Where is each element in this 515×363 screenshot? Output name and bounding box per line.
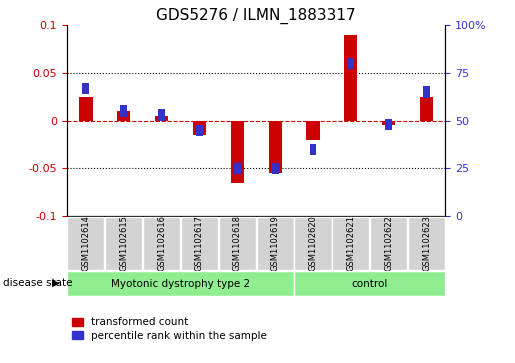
Text: GSM1102618: GSM1102618: [233, 215, 242, 271]
Bar: [420, 97, 433, 121]
Text: Myotonic dystrophy type 2: Myotonic dystrophy type 2: [111, 278, 250, 289]
Text: GSM1102622: GSM1102622: [384, 215, 393, 271]
Bar: [385, 119, 392, 130]
Bar: [423, 86, 430, 98]
FancyBboxPatch shape: [370, 216, 407, 270]
Bar: [306, 121, 320, 140]
Bar: [272, 163, 279, 174]
Bar: [231, 121, 244, 183]
Bar: [79, 97, 93, 121]
Bar: [158, 109, 165, 121]
Text: GSM1102617: GSM1102617: [195, 215, 204, 271]
Text: GSM1102615: GSM1102615: [119, 215, 128, 271]
Text: GSM1102621: GSM1102621: [347, 215, 355, 271]
Bar: [268, 121, 282, 173]
Text: GSM1102614: GSM1102614: [81, 215, 90, 271]
Bar: [344, 35, 357, 121]
Legend: transformed count, percentile rank within the sample: transformed count, percentile rank withi…: [72, 317, 267, 340]
Bar: [196, 125, 203, 136]
FancyBboxPatch shape: [143, 216, 180, 270]
FancyBboxPatch shape: [67, 216, 105, 270]
Text: disease state: disease state: [3, 278, 72, 288]
FancyBboxPatch shape: [408, 216, 445, 270]
Bar: [82, 82, 89, 94]
Text: GSM1102620: GSM1102620: [308, 215, 317, 271]
FancyBboxPatch shape: [294, 271, 445, 296]
Bar: [121, 105, 127, 117]
Bar: [155, 116, 168, 121]
FancyBboxPatch shape: [181, 216, 218, 270]
Text: GSM1102623: GSM1102623: [422, 215, 431, 271]
FancyBboxPatch shape: [256, 216, 294, 270]
Bar: [117, 111, 130, 121]
FancyBboxPatch shape: [105, 216, 142, 270]
Bar: [310, 143, 316, 155]
Text: control: control: [352, 278, 388, 289]
Bar: [193, 121, 206, 135]
FancyBboxPatch shape: [219, 216, 256, 270]
Text: ▶: ▶: [52, 278, 60, 288]
Text: GSM1102619: GSM1102619: [271, 215, 280, 271]
Bar: [234, 163, 241, 174]
FancyBboxPatch shape: [67, 271, 294, 296]
Title: GDS5276 / ILMN_1883317: GDS5276 / ILMN_1883317: [157, 8, 356, 24]
Bar: [382, 121, 396, 126]
Text: GSM1102616: GSM1102616: [157, 215, 166, 271]
FancyBboxPatch shape: [295, 216, 332, 270]
FancyBboxPatch shape: [332, 216, 369, 270]
Bar: [348, 58, 354, 69]
